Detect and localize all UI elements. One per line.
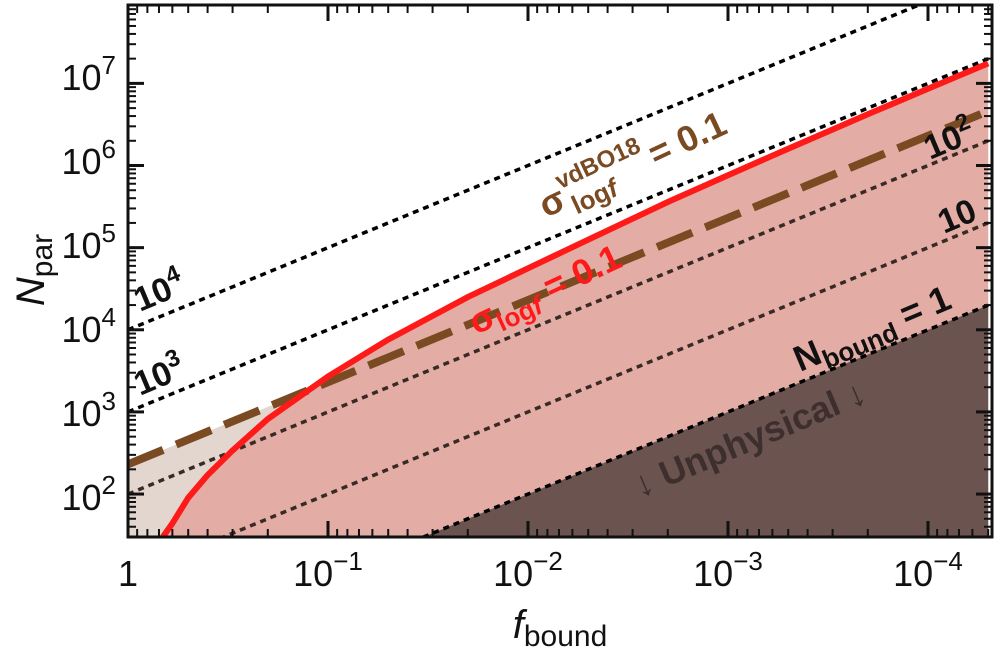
- series-line-nbound-10000: [128, 5, 924, 332]
- y-tick-label: 107: [61, 50, 116, 98]
- label-n1e4: 104: [126, 260, 190, 320]
- x-axis-label: fbound: [513, 603, 608, 648]
- y-tick-label: 103: [61, 386, 116, 434]
- x-tick-labels: 1 10−1 10−2 10−3 10−4: [118, 546, 963, 594]
- series-line-nbound-100: [128, 139, 989, 496]
- label-n1e3: 103: [126, 344, 190, 403]
- x-tick-label: 1: [118, 553, 138, 594]
- series-line-nbound-1000: [128, 57, 989, 414]
- y-tick-label: 105: [61, 218, 116, 266]
- region-unphysical: [128, 305, 989, 537]
- y-tick-label: 106: [61, 134, 116, 182]
- series-line-nbound-10: [218, 221, 989, 537]
- series-line-sigma: [160, 60, 990, 537]
- plot-frame: [126, 3, 994, 539]
- x-tick-label: 10−3: [693, 546, 763, 594]
- y-tick-label: 104: [61, 302, 116, 350]
- x-tick-label: 10−4: [893, 546, 963, 594]
- x-tick-label: 10−1: [293, 546, 363, 594]
- series-line-nbound-1: [418, 303, 989, 537]
- y-tick-label: 102: [61, 470, 116, 518]
- x-tick-label: 10−2: [493, 546, 563, 594]
- y-tick-labels: 102 103 104 105 106 107: [61, 50, 116, 518]
- y-axis-label: Npar: [9, 234, 59, 306]
